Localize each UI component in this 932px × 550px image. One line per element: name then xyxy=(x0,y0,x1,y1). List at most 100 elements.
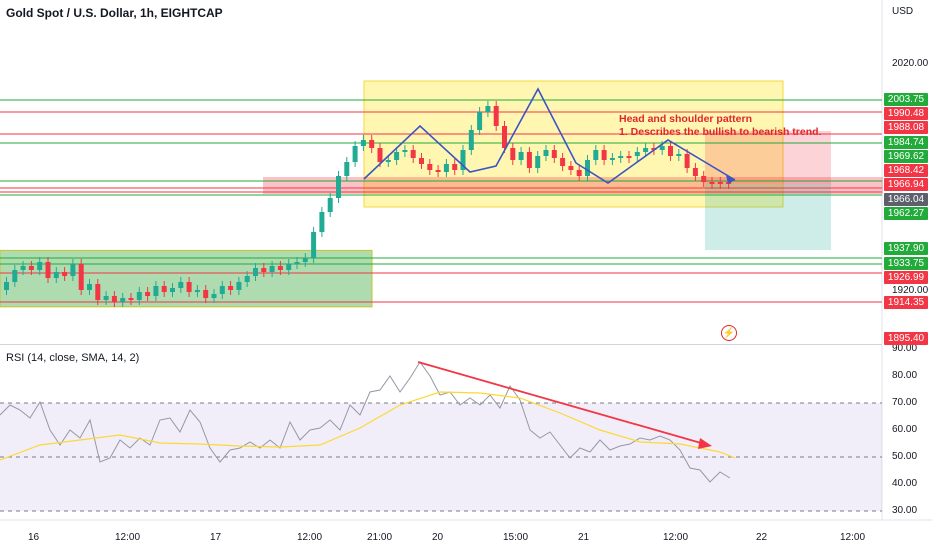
candle xyxy=(626,156,632,158)
time-tick-label: 12:00 xyxy=(115,532,141,543)
candle xyxy=(20,266,26,270)
lightning-icon[interactable]: ⚡ xyxy=(721,325,737,341)
price-tick-label: 1920.00 xyxy=(892,285,929,296)
rsi-line xyxy=(0,361,731,483)
pattern-annotation[interactable]: Head and shoulder pattern 1. Describes t… xyxy=(619,113,821,139)
candle xyxy=(701,176,707,182)
candle xyxy=(120,298,126,302)
rsi-tick-label: 30.00 xyxy=(892,505,918,516)
candle xyxy=(70,264,76,276)
candle xyxy=(253,268,258,276)
rsi-trend-arrowhead xyxy=(698,438,712,449)
candle xyxy=(95,284,101,300)
candle xyxy=(585,160,590,176)
candle xyxy=(634,152,640,156)
candle xyxy=(668,146,673,156)
price-badge[interactable]: 1966.94 xyxy=(884,178,928,191)
time-tick-label: 12:00 xyxy=(840,532,866,543)
time-tick-label: 22 xyxy=(756,532,768,543)
rsi-indicator-label[interactable]: RSI (14, close, SMA, 14, 2) xyxy=(6,352,140,364)
candle xyxy=(136,292,142,300)
candle xyxy=(427,164,433,170)
candle xyxy=(161,286,167,292)
head-shoulders-line xyxy=(363,87,736,184)
candle xyxy=(576,170,582,176)
time-tick-label: 21 xyxy=(578,532,590,543)
candle xyxy=(269,266,275,272)
time-tick-label: 12:00 xyxy=(297,532,323,543)
candle xyxy=(709,182,715,184)
price-badge[interactable]: 1962.27 xyxy=(884,207,928,220)
candle xyxy=(651,148,657,150)
candle xyxy=(643,148,649,152)
candle xyxy=(277,266,283,270)
candle xyxy=(510,148,516,160)
candle xyxy=(402,150,408,152)
candle xyxy=(601,150,607,160)
candle xyxy=(352,146,358,162)
candle xyxy=(236,282,242,290)
price-badge[interactable]: 1966.04 xyxy=(884,193,928,206)
candle xyxy=(62,272,68,276)
candle xyxy=(419,158,424,164)
candle xyxy=(128,298,134,300)
candle xyxy=(684,154,690,168)
candle xyxy=(518,152,524,160)
candle xyxy=(327,198,333,212)
candle xyxy=(568,166,574,170)
candle xyxy=(618,156,624,158)
candle xyxy=(452,164,458,170)
price-badge[interactable]: 1984.74 xyxy=(884,136,928,149)
candle xyxy=(311,232,317,258)
rsi-tick-label: 70.00 xyxy=(892,397,918,408)
candle xyxy=(460,150,466,170)
candle xyxy=(609,158,615,160)
price-badge[interactable]: 1933.75 xyxy=(884,257,928,270)
price-badge[interactable]: 1988.08 xyxy=(884,121,928,134)
annotation-line-2: 1. Describes the bullish to bearish tren… xyxy=(619,126,822,138)
candle xyxy=(319,212,325,232)
candle xyxy=(153,286,159,296)
rsi-tick-label: 50.00 xyxy=(892,451,918,462)
symbol-title[interactable]: Gold Spot / U.S. Dollar, 1h, EIGHTCAP xyxy=(6,6,223,20)
rsi-tick-label: 80.00 xyxy=(892,370,918,381)
candle xyxy=(377,148,383,162)
candle xyxy=(385,160,391,162)
candle xyxy=(211,294,217,298)
candle xyxy=(410,150,416,158)
candle xyxy=(468,130,474,150)
pane-separator[interactable] xyxy=(0,344,882,345)
price-badge[interactable]: 1914.35 xyxy=(884,296,928,309)
candle xyxy=(12,270,18,282)
price-badge[interactable]: 1926.99 xyxy=(884,271,928,284)
price-badge[interactable]: 1968.42 xyxy=(884,164,928,177)
time-tick-label: 15:00 xyxy=(503,532,529,543)
candle xyxy=(178,282,184,288)
price-badge[interactable]: 1990.48 xyxy=(884,107,928,120)
candle xyxy=(659,146,665,150)
price-badge[interactable]: 1895.40 xyxy=(884,332,928,345)
price-badge[interactable]: 1937.90 xyxy=(884,242,928,255)
pattern-arrowhead xyxy=(726,175,735,184)
candle xyxy=(485,106,491,112)
candle xyxy=(360,140,366,146)
candle xyxy=(692,168,698,176)
rsi-tick-label: 60.00 xyxy=(892,424,918,435)
price-badge[interactable]: 1969.62 xyxy=(884,150,928,163)
candle xyxy=(302,258,308,262)
candle xyxy=(535,156,541,168)
candle xyxy=(37,262,43,270)
time-tick-label: 20 xyxy=(432,532,444,543)
candle xyxy=(4,282,9,290)
price-tick-label: 2020.00 xyxy=(892,58,929,69)
candle xyxy=(493,106,499,126)
candle xyxy=(244,276,250,282)
price-badge[interactable]: 2003.75 xyxy=(884,93,928,106)
annotation-line-1: Head and shoulder pattern xyxy=(619,113,753,125)
rsi-trend-line xyxy=(417,361,709,446)
candle xyxy=(170,288,175,292)
candle xyxy=(336,176,341,198)
candle xyxy=(369,140,375,148)
candle xyxy=(526,152,532,168)
